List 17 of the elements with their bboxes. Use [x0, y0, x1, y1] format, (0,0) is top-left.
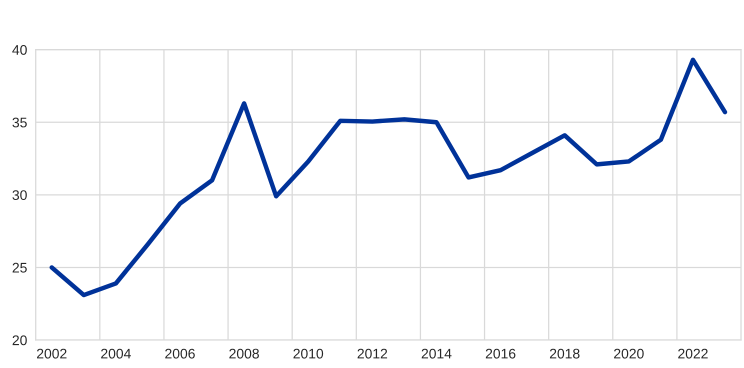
- x-tick-label: 2004: [101, 348, 131, 359]
- y-tick-label: 35: [12, 118, 27, 128]
- x-tick-label: 2012: [358, 348, 388, 359]
- y-tick-label: 30: [12, 190, 27, 200]
- x-tick-label: 2008: [229, 348, 259, 359]
- x-tick-label: 2002: [36, 348, 66, 359]
- x-tick-label: 2014: [422, 348, 452, 359]
- x-tick-label: 2006: [165, 348, 195, 359]
- y-tick-label: 40: [12, 45, 27, 55]
- x-tick-label: 2022: [678, 348, 708, 359]
- x-tick-label: 2020: [614, 348, 644, 359]
- x-tick-label: 2016: [486, 348, 516, 359]
- y-tick-label: 20: [12, 335, 27, 346]
- x-tick-label: 2018: [550, 348, 580, 359]
- line-series: [50, 58, 728, 298]
- y-tick-label: 25: [12, 262, 27, 273]
- x-tick-label: 2010: [293, 348, 324, 359]
